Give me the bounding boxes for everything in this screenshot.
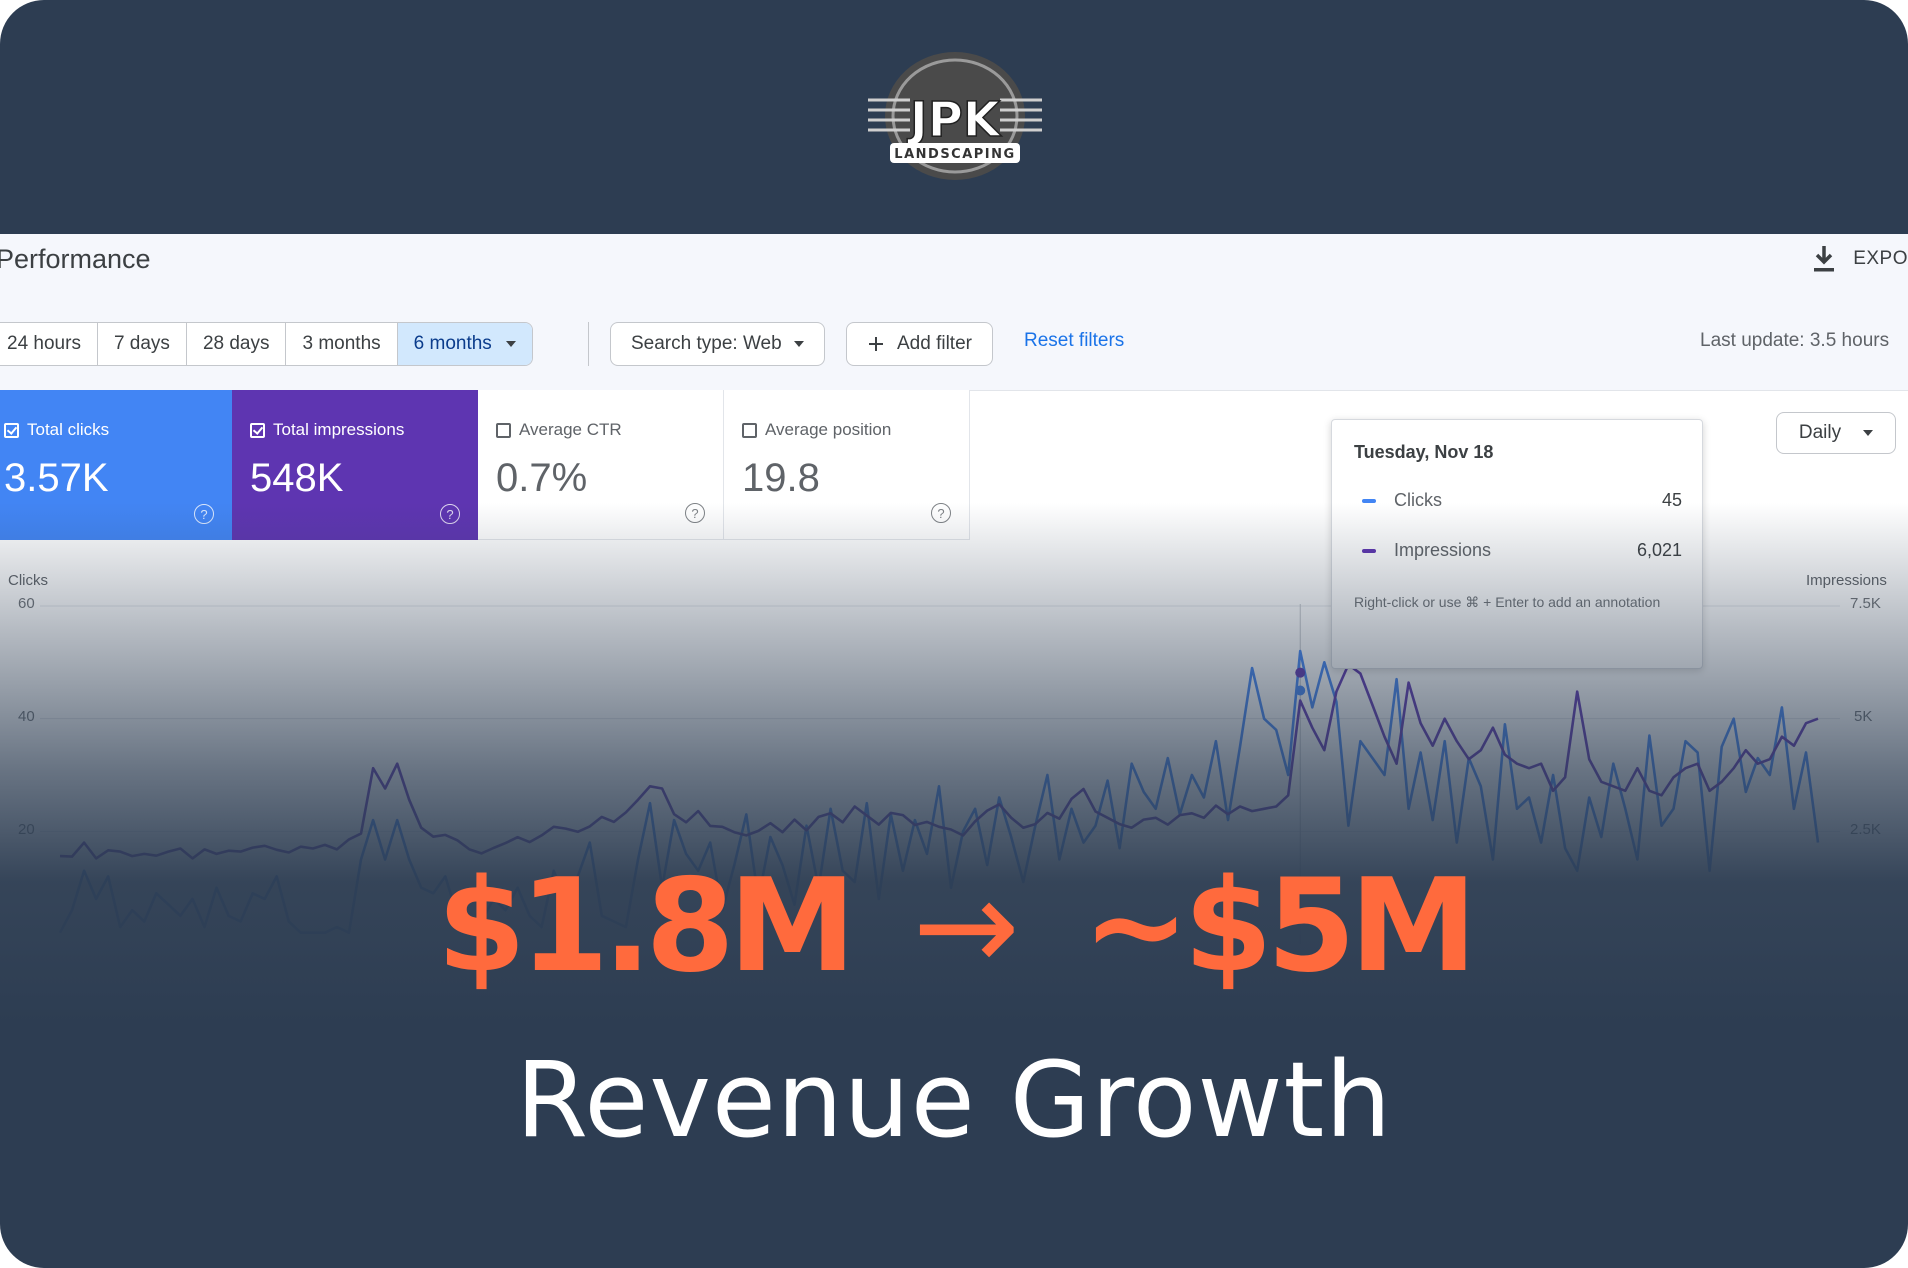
arrow-right-icon: →	[912, 852, 1020, 1001]
checkbox-empty-icon	[496, 422, 511, 438]
tooltip-row-clicks: Clicks 45	[1362, 490, 1682, 511]
metric-value: 548K	[250, 456, 344, 500]
checkbox-empty-icon	[742, 422, 757, 438]
granularity-label: Daily	[1798, 422, 1842, 443]
checkbox-checked-icon	[250, 422, 265, 438]
y-axis-left-label: Clicks	[8, 572, 48, 589]
tooltip-date: Tuesday, Nov 18	[1354, 442, 1494, 462]
checkbox-checked-icon	[4, 422, 19, 438]
help-icon[interactable]: ?	[440, 504, 460, 524]
metric-label: Total impressions	[273, 420, 405, 439]
right-tick-label: 7.5K	[1850, 595, 1881, 612]
series-line-impressions	[59, 663, 1819, 860]
metric-label-row: Average CTR	[496, 420, 622, 440]
metric-label: Total clicks	[27, 420, 110, 439]
tooltip-row-impressions: Impressions 6,021	[1362, 540, 1682, 561]
metric-label-row: Average position	[742, 420, 891, 440]
granularity-dropdown[interactable]: Daily	[1776, 412, 1896, 454]
highlight-point-clicks	[1295, 685, 1306, 696]
jpk-landscaping-logo: JPK LANDSCAPING	[860, 48, 1050, 184]
help-icon[interactable]: ?	[194, 504, 214, 524]
svg-text:LANDSCAPING: LANDSCAPING	[894, 147, 1015, 162]
metric-average-position[interactable]: Average position 19.8 ?	[724, 390, 970, 540]
right-tick-label: 2.5K	[1850, 821, 1881, 838]
chart-tooltip: Tuesday, Nov 18 Clicks 45 Impressions 6,…	[1331, 419, 1703, 669]
metric-label: Average CTR	[519, 420, 622, 439]
metric-average-ctr[interactable]: Average CTR 0.7% ?	[478, 390, 724, 540]
metric-value: 3.57K	[4, 456, 109, 500]
revenue-from: $1.8M	[436, 852, 856, 1001]
revenue-headline: $1.8M → ~$5M	[0, 852, 1908, 1002]
metric-value: 0.7%	[496, 456, 588, 500]
tooltip-impressions-label: Impressions	[1394, 540, 1492, 560]
metric-label: Average position	[765, 420, 892, 439]
tooltip-clicks-label: Clicks	[1394, 490, 1442, 510]
left-tick-label: 40	[18, 708, 35, 725]
revenue-to: ~$5M	[1082, 852, 1477, 1001]
caret-down-icon	[1863, 430, 1874, 436]
help-icon[interactable]: ?	[685, 503, 705, 523]
svg-text:JPK: JPK	[907, 92, 1002, 148]
clicks-legend-dash	[1362, 499, 1376, 504]
metric-total-clicks[interactable]: Total clicks 3.57K ?	[0, 390, 232, 540]
help-icon[interactable]: ?	[931, 503, 951, 523]
tooltip-hint: Right-click or use ⌘ + Enter to add an a…	[1354, 594, 1661, 610]
tooltip-impressions-value: 6,021	[1636, 540, 1682, 560]
highlight-point-impressions	[1295, 667, 1306, 678]
left-tick-label: 20	[18, 821, 35, 838]
y-axis-right-label: Impressions	[1806, 572, 1887, 589]
impressions-legend-dash	[1362, 549, 1376, 554]
metric-label-row: Total impressions	[250, 420, 404, 440]
metric-value: 19.8	[742, 456, 820, 500]
metric-total-impressions[interactable]: Total impressions 548K ?	[232, 390, 478, 540]
left-tick-label: 60	[18, 595, 35, 612]
right-tick-label: 5K	[1854, 708, 1873, 725]
tooltip-clicks-value: 45	[1661, 490, 1682, 510]
revenue-subtitle: Revenue Growth	[515, 1039, 1393, 1161]
metric-label-row: Total clicks	[4, 420, 109, 440]
